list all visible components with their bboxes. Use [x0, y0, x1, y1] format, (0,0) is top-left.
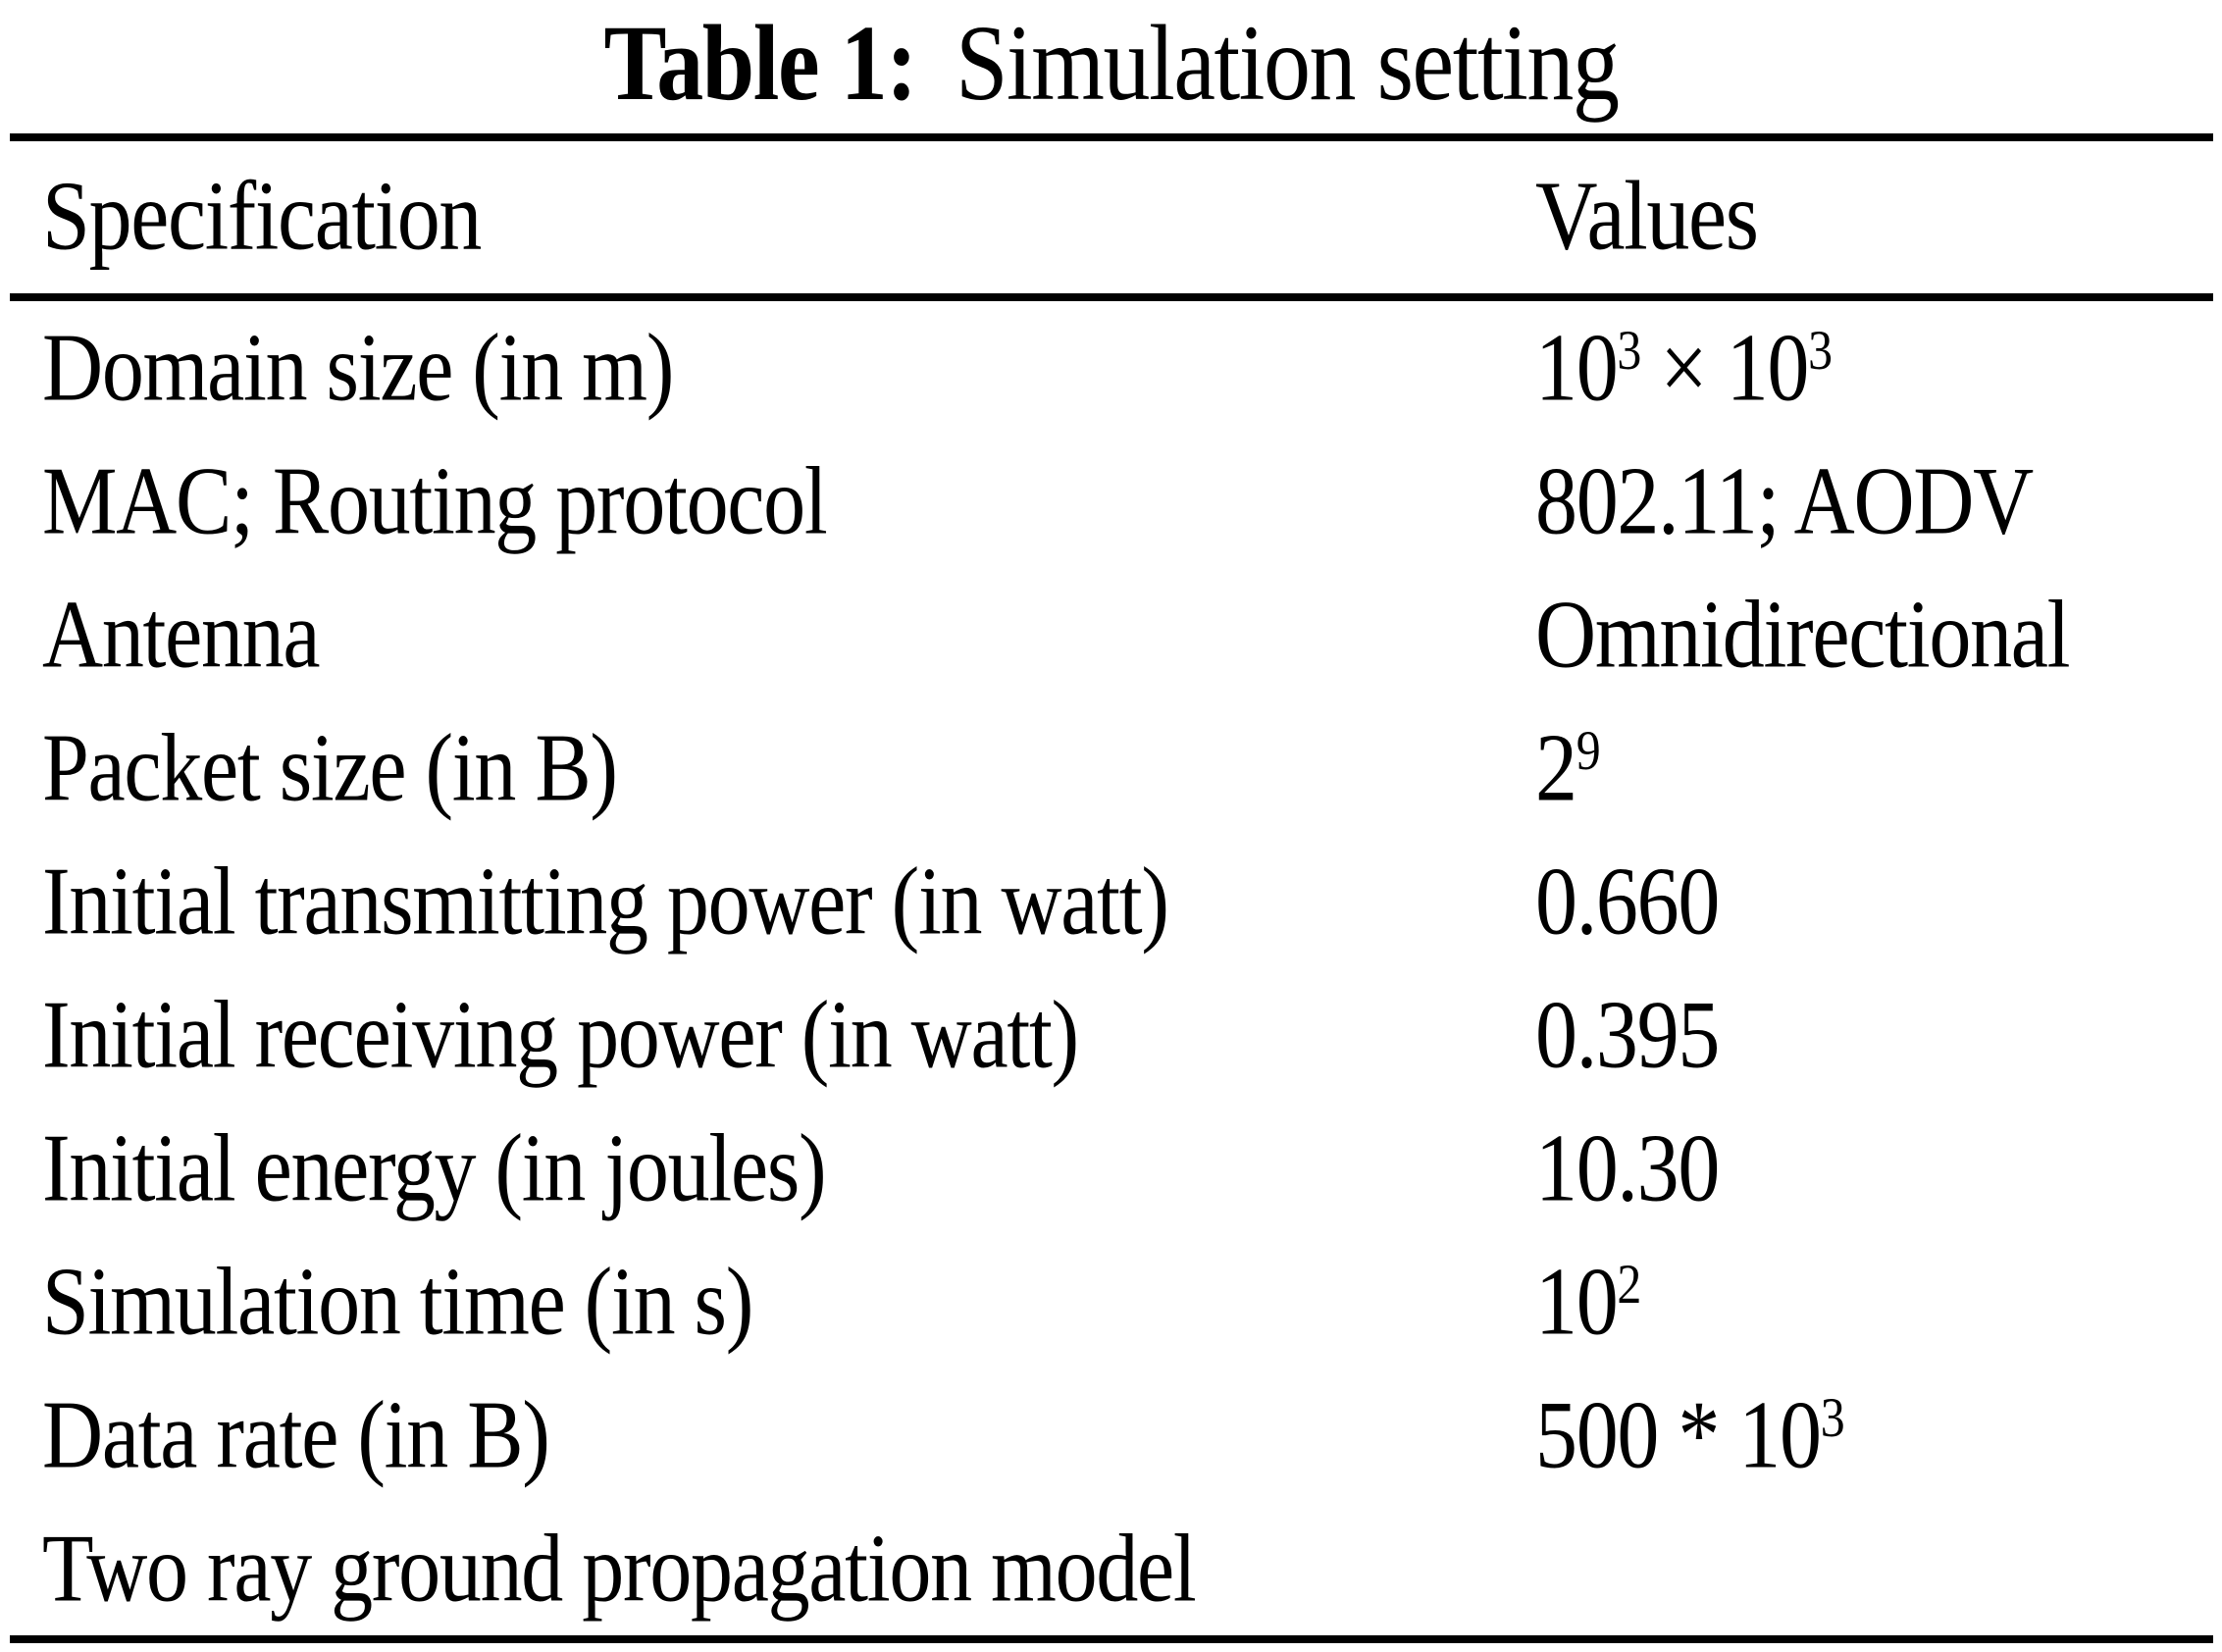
table-row: Domain size (in m) 103 × 103 [0, 301, 2222, 435]
spec-cell-text: Initial transmitting power (in watt) [42, 847, 1169, 955]
table-row: Two ray ground propagation model [0, 1502, 2222, 1635]
table-row: Initial receiving power (in watt) 0.395 [0, 968, 2222, 1102]
table-row: Antenna Omnidirectional [0, 568, 2222, 701]
value-text: × [1640, 313, 1727, 422]
spec-cell-text: Domain size (in m) [42, 313, 674, 422]
value-cell-text: 0.660 [1535, 845, 1720, 957]
value-cell-text: 500 * 103 [1535, 1378, 1845, 1491]
spec-cell: Simulation time (in s) [0, 1247, 1535, 1355]
value-cell: 0.395 [1535, 980, 2222, 1088]
value-text: 10 [1535, 1247, 1619, 1356]
value-cell-text: 0.395 [1535, 978, 1720, 1091]
value-superscript: 3 [1808, 319, 1833, 382]
spec-cell-text: Initial receiving power (in watt) [42, 980, 1079, 1089]
spec-cell: Antenna [0, 580, 1535, 688]
value-text: 0.395 [1535, 980, 1720, 1089]
table-header-rule [10, 293, 2213, 301]
value-cell-text: 802.11; AODV [1535, 444, 2034, 557]
value-superscript: 2 [1617, 1253, 1641, 1316]
value-superscript: 9 [1576, 719, 1601, 782]
value-cell-text: 10.30 [1535, 1111, 1720, 1224]
value-text: 10 [1726, 313, 1810, 422]
spec-cell-text: MAC; Routing protocol [42, 446, 828, 555]
table-row: Initial transmitting power (in watt) 0.6… [0, 835, 2222, 968]
spec-cell: Data rate (in B) [0, 1380, 1535, 1488]
table-row: Simulation time (in s) 102 [0, 1235, 2222, 1368]
value-text: Omnidirectional [1535, 580, 2071, 689]
value-text: 2 [1535, 713, 1577, 822]
spec-cell-text: Packet size (in B) [42, 713, 618, 822]
value-cell-text: 102 [1535, 1245, 1641, 1358]
value-cell: 0.660 [1535, 847, 2222, 955]
value-text: 500 * 10 [1535, 1380, 1822, 1489]
table-top-rule [10, 133, 2213, 141]
table-body: Domain size (in m) 103 × 103 MAC; Routin… [0, 301, 2222, 1635]
value-cell-text: 103 × 103 [1535, 311, 1833, 424]
table-caption: Table 1: Simulation setting [0, 0, 2222, 137]
value-cell-text: 29 [1535, 711, 1601, 824]
spec-cell: Two ray ground propagation model [0, 1514, 2222, 1622]
value-text: 10.30 [1535, 1113, 1720, 1222]
spec-cell: Initial transmitting power (in watt) [0, 847, 1535, 955]
spec-cell-text: Antenna [42, 580, 321, 689]
spec-cell-text: Two ray ground propagation model [42, 1514, 1197, 1623]
table-row: Data rate (in B) 500 * 103 [0, 1368, 2222, 1502]
value-text: 0.660 [1535, 847, 1720, 955]
table-caption-label: Table 1: [603, 1, 917, 123]
value-text: 10 [1535, 313, 1619, 422]
spec-cell: MAC; Routing protocol [0, 446, 1535, 554]
column-header-specification: Specification [42, 161, 482, 272]
value-cell: 500 * 103 [1535, 1380, 2222, 1488]
value-cell: Omnidirectional [1535, 580, 2222, 688]
spec-cell-text: Data rate (in B) [42, 1380, 550, 1489]
value-text: 802.11; AODV [1535, 446, 2034, 555]
table-row: Packet size (in B) 29 [0, 701, 2222, 835]
spec-cell: Initial energy (in joules) [0, 1113, 1535, 1221]
value-superscript: 3 [1820, 1386, 1845, 1449]
spec-cell-text: Simulation time (in s) [42, 1247, 753, 1356]
value-superscript: 3 [1617, 319, 1641, 382]
value-cell: 102 [1535, 1247, 2222, 1355]
spec-cell-text: Initial energy (in joules) [42, 1113, 827, 1222]
column-header-values: Values [1535, 161, 1759, 272]
value-cell: 10.30 [1535, 1113, 2222, 1221]
table-row: Initial energy (in joules) 10.30 [0, 1102, 2222, 1235]
value-cell-text: Omnidirectional [1535, 578, 2071, 691]
value-cell: 29 [1535, 713, 2222, 821]
table-bottom-rule [10, 1635, 2213, 1643]
spec-cell: Domain size (in m) [0, 313, 1535, 421]
table-caption-text: Simulation setting [956, 1, 1620, 123]
table-row: MAC; Routing protocol 802.11; AODV [0, 435, 2222, 568]
spec-cell: Initial receiving power (in watt) [0, 980, 1535, 1088]
value-cell: 103 × 103 [1535, 313, 2222, 421]
table-header-row: Specification Values [0, 141, 2222, 293]
value-cell: 802.11; AODV [1535, 446, 2222, 554]
spec-cell: Packet size (in B) [0, 713, 1535, 821]
